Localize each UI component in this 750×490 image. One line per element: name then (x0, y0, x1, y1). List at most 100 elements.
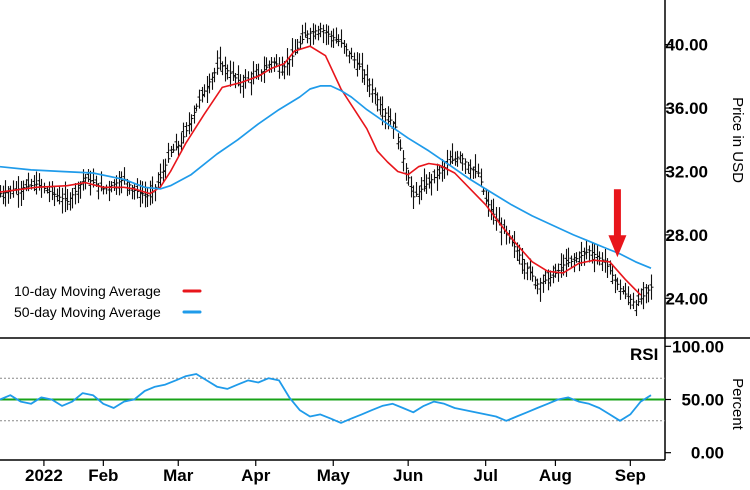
ohlc-bar (574, 252, 579, 263)
ohlc-bar (176, 140, 181, 157)
x-tick-label: 2022 (25, 466, 63, 485)
ohlc-bar (367, 78, 372, 98)
ohlc-bar (331, 28, 336, 48)
ohlc-bar (83, 174, 88, 190)
price-tick-label: 40.00 (665, 36, 708, 55)
ohlc-bar (184, 122, 189, 137)
rsi-tick-label: 100.00 (672, 337, 724, 356)
ohlc-bar (274, 54, 279, 68)
legend-label-ma50: 50-day Moving Average (14, 304, 161, 320)
ohlc-bar (401, 150, 406, 172)
rsi-tick-label: 50.00 (681, 391, 724, 410)
ohlc-bar (419, 177, 424, 201)
price-tick-label: 36.00 (665, 99, 708, 118)
ohlc-bar (349, 47, 354, 60)
price-y-axis-title: Price in USD (729, 97, 746, 183)
ohlc-bar (641, 282, 646, 310)
ohlc-bar (321, 24, 326, 44)
ohlc-bar (313, 24, 318, 40)
rsi-tick-label: 0.00 (691, 444, 724, 463)
ohlc-bar (135, 178, 140, 199)
ohlc-bar (610, 264, 615, 285)
ohlc-bar (414, 181, 419, 197)
ohlc-bar (597, 251, 602, 266)
price-tick-label: 28.00 (665, 226, 708, 245)
x-tick-label: Mar (163, 466, 194, 485)
ohlc-bar (352, 52, 357, 69)
ohlc-bar (383, 108, 388, 130)
ohlc-bar (225, 64, 230, 80)
ohlc-bar (52, 187, 57, 207)
ohlc-bar (473, 154, 478, 179)
ohlc-bar (163, 158, 168, 179)
ohlc-bar (587, 245, 592, 263)
ohlc-bar (308, 27, 313, 47)
down-arrow-icon (608, 189, 627, 258)
ohlc-bar (437, 165, 442, 180)
ohlc-bar (548, 270, 553, 287)
ohlc-bar (396, 133, 401, 150)
ohlc-bar (300, 24, 305, 44)
ohlc-bar (158, 163, 163, 186)
ohlc-bar (468, 159, 473, 180)
ohlc-bar (424, 174, 429, 194)
ohlc-bar (411, 185, 416, 210)
ohlc-bar (388, 108, 393, 125)
ohlc-bar (406, 169, 411, 186)
ohlc-bar (166, 142, 171, 163)
ohlc-bar (189, 114, 194, 132)
chart-annotations (608, 189, 627, 258)
ohlc-bar (132, 183, 137, 200)
x-tick-label: Feb (88, 466, 118, 485)
ohlc-bar (525, 262, 530, 281)
ma50-line (0, 85, 652, 269)
ohlc-bar (65, 188, 70, 211)
ohlc-bar (491, 198, 496, 225)
ohlc-bar (460, 153, 465, 171)
ohlc-bar (398, 139, 403, 151)
ohlc-bar (479, 168, 484, 188)
legend: 10-day Moving Average 50-day Moving Aver… (14, 283, 202, 320)
rsi-reference-lines (0, 377, 665, 422)
price-tick-label: 24.00 (665, 289, 708, 308)
ohlc-bar (429, 173, 434, 196)
ohlc-bar (646, 284, 651, 303)
ohlc-bar (119, 171, 124, 194)
ohlc-bar (305, 30, 310, 44)
rsi-line-group (0, 373, 652, 424)
x-tick-label: May (317, 466, 351, 485)
price-y-ticks: 24.00 28.00 32.00 36.00 40.00 (665, 36, 708, 308)
ohlc-bar (171, 143, 176, 153)
ohlc-bar (623, 282, 628, 300)
x-tick-label: Jul (473, 466, 498, 485)
ohlc-bar (318, 22, 323, 38)
rsi-line (0, 373, 652, 424)
ohlc-bar (530, 266, 535, 282)
ohlc-bar (357, 53, 362, 70)
ohlc-bar (194, 103, 199, 112)
ohlc-bar (631, 292, 636, 310)
ohlc-bar (70, 188, 75, 209)
price-tick-label: 32.00 (665, 162, 708, 181)
ohlc-bar (57, 186, 62, 205)
ohlc-bar (60, 187, 65, 214)
x-tick-label: Aug (539, 466, 572, 485)
ohlc-bar (649, 274, 654, 300)
ohlc-bar (481, 187, 486, 195)
ohlc-bar (486, 190, 491, 217)
ohlc-bar (73, 183, 78, 205)
ohlc-bar (476, 163, 481, 178)
ohlc-bar (370, 78, 375, 103)
ohlc-bar (618, 279, 623, 300)
ohlc-bar (375, 92, 380, 112)
price-moving-average-lines (0, 45, 652, 296)
x-tick-label: Jun (393, 466, 423, 485)
ohlc-bar (553, 263, 558, 278)
ohlc-bar (463, 158, 468, 174)
ohlc-bar (233, 73, 238, 89)
ohlc-bar (628, 294, 633, 310)
ohlc-bar (34, 171, 39, 195)
ohlc-bar (207, 73, 212, 94)
